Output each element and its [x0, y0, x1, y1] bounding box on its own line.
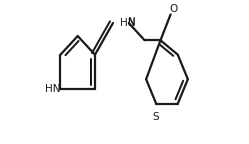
Text: S: S	[153, 112, 160, 122]
Text: N: N	[128, 17, 136, 27]
Text: HN: HN	[120, 18, 135, 28]
Text: O: O	[170, 4, 178, 14]
Text: HN: HN	[45, 84, 60, 94]
